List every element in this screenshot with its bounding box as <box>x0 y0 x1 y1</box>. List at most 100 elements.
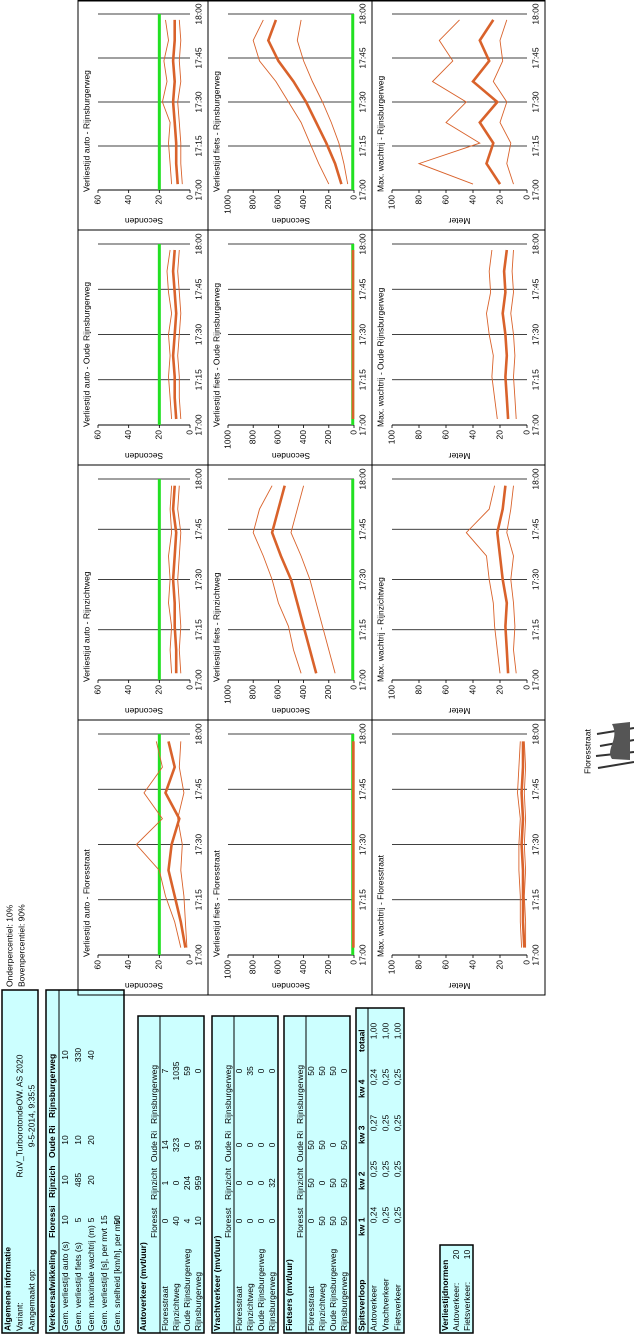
y-tick-label: 600 <box>273 960 283 974</box>
table-cell: 0 <box>193 1068 203 1073</box>
x-tick-label: 17:30 <box>530 569 540 591</box>
x-tick-label: 17:45 <box>357 518 367 540</box>
chart-title: Max. wachtrij - Rijnsburgerweg <box>375 76 385 192</box>
table-title: Vrachtverkeer (mvt/uur) <box>212 1235 222 1331</box>
map-thumbnail <box>595 722 634 769</box>
y-axis-label: Seconden <box>125 981 164 991</box>
column-header: Rijnzicht <box>149 1167 159 1200</box>
y-tick-label: 60 <box>440 430 450 440</box>
table-cell: 0 <box>256 1218 266 1223</box>
table-cell: 93 <box>193 1140 203 1150</box>
series-line <box>171 249 178 420</box>
column-header: Rijnsburgerweg <box>223 1065 233 1124</box>
x-tick-label: 17:45 <box>193 47 203 69</box>
y-tick-label: 20 <box>494 960 504 970</box>
y-tick-label: 800 <box>247 960 257 974</box>
table-box <box>1 989 39 1334</box>
table-cell: 10 <box>73 1135 83 1145</box>
row-label: Variant: <box>14 1302 24 1331</box>
table-cell: 50 <box>306 1178 316 1188</box>
y-tick-label: 1000 <box>222 430 232 449</box>
x-tick-label: 17:15 <box>530 369 540 391</box>
row-label: Rijnzichtweg <box>317 1283 327 1331</box>
series-line <box>266 19 343 185</box>
table-cell: 50 <box>339 1140 349 1150</box>
y-tick-label: 80 <box>413 960 423 970</box>
table-cell: 40 <box>171 1216 181 1226</box>
table-cell: 0,25 <box>380 1114 390 1131</box>
y-axis-label: Meter <box>448 216 470 226</box>
table-cell: 7 <box>160 1068 170 1073</box>
x-tick-label: 17:30 <box>357 324 367 346</box>
table-cell: 0,25 <box>380 1206 390 1223</box>
y-tick-label: 600 <box>273 685 283 699</box>
y-tick-label: 40 <box>123 195 133 205</box>
table-cell: 50 <box>339 1216 349 1226</box>
table-cell: 0,25 <box>392 1068 402 1085</box>
y-tick-label: 60 <box>92 960 102 970</box>
series-line <box>501 249 510 420</box>
table-cell: 1,00 <box>368 1022 378 1039</box>
table-cell: 0 <box>182 1142 192 1147</box>
series-line <box>177 19 183 185</box>
chart-title: Verliestijd auto - Rijnsburgerweg <box>81 70 91 192</box>
x-tick-label: 17:00 <box>357 669 367 691</box>
row-label: Rijnsburgerweg <box>267 1272 277 1331</box>
y-tick-label: 80 <box>413 430 423 440</box>
table-cell: 0 <box>317 1180 327 1185</box>
table-cell: 485 <box>73 1173 83 1187</box>
series-line <box>135 741 182 948</box>
y-tick-label: 0 <box>521 195 531 200</box>
table-cell: 50 <box>112 1215 122 1225</box>
series-line <box>486 249 498 420</box>
table-cell: 0,25 <box>392 1160 402 1177</box>
y-tick-label: 800 <box>247 430 257 444</box>
table-cell: 40 <box>86 1050 96 1060</box>
y-tick-label: 0 <box>184 960 194 965</box>
x-tick-label: 18:00 <box>193 468 203 490</box>
x-tick-label: 17:45 <box>357 47 367 69</box>
row-label: Rijnzichtweg <box>171 1283 181 1331</box>
table-cell: 10 <box>462 1250 472 1260</box>
map-label: Floresstraat <box>582 728 592 774</box>
x-tick-label: 17:45 <box>530 518 540 540</box>
table-cell: 204 <box>182 1176 192 1190</box>
chart-panel <box>77 719 209 996</box>
table-cell: 32 <box>267 1178 277 1188</box>
table-cell: 10 <box>60 1175 70 1185</box>
column-header: Oude Ri <box>47 1125 57 1158</box>
lower-percentile: Onderpercentiel: 10% <box>4 904 14 987</box>
y-tick-label: 600 <box>273 195 283 209</box>
row-label: Gem. verliestijd fiets (s) <box>73 1242 83 1331</box>
series-line <box>495 485 510 674</box>
table-cell: 0 <box>256 1180 266 1185</box>
row-label: Autoverkeer: <box>451 1283 461 1331</box>
y-axis-label: Seconden <box>272 451 311 461</box>
table-title: Autoverkeer (mvt/uur) <box>138 1242 148 1331</box>
table-box <box>137 1015 205 1334</box>
series-line <box>520 741 526 948</box>
row-label: Gem. verliestijd auto (s) <box>60 1241 70 1331</box>
table-cell: 0 <box>267 1218 277 1223</box>
series-line <box>296 19 349 185</box>
y-axis-label: Seconden <box>125 451 164 461</box>
y-tick-label: 60 <box>92 430 102 440</box>
table-cell: 0 <box>256 1068 266 1073</box>
x-tick-label: 18:00 <box>357 233 367 255</box>
x-tick-label: 17:15 <box>357 619 367 641</box>
x-tick-label: 17:00 <box>357 414 367 436</box>
table-cell: 0 <box>234 1068 244 1073</box>
series-line <box>171 19 179 185</box>
row-label: Floresstraat <box>234 1285 244 1331</box>
y-tick-label: 0 <box>521 430 531 435</box>
series-line <box>465 485 501 674</box>
x-tick-label: 17:15 <box>530 889 540 911</box>
chart-panel <box>77 229 209 466</box>
y-tick-label: 20 <box>154 430 164 440</box>
table-cell: 59 <box>182 1066 192 1076</box>
x-tick-label: 17:30 <box>530 834 540 856</box>
column-header: Floresst <box>295 1207 305 1238</box>
series-line <box>177 741 188 948</box>
column-header: Floressi <box>47 1205 57 1238</box>
series-line <box>161 19 173 185</box>
